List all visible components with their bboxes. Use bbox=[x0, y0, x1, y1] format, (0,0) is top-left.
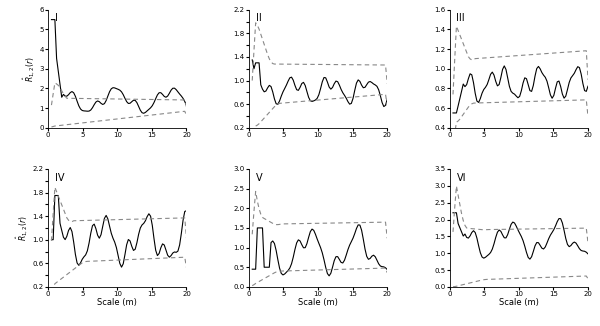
X-axis label: Scale (m): Scale (m) bbox=[499, 298, 539, 307]
Y-axis label: $\hat{R}_{1,2}(r)$: $\hat{R}_{1,2}(r)$ bbox=[21, 56, 37, 82]
X-axis label: Scale (m): Scale (m) bbox=[298, 298, 338, 307]
Text: IV: IV bbox=[55, 172, 64, 183]
Text: I: I bbox=[55, 13, 58, 23]
Text: III: III bbox=[457, 13, 465, 23]
Text: VI: VI bbox=[457, 172, 466, 183]
Text: V: V bbox=[256, 172, 262, 183]
Y-axis label: $\hat{R}_{1,2}(r)$: $\hat{R}_{1,2}(r)$ bbox=[14, 215, 30, 241]
Text: II: II bbox=[256, 13, 262, 23]
X-axis label: Scale (m): Scale (m) bbox=[97, 298, 137, 307]
